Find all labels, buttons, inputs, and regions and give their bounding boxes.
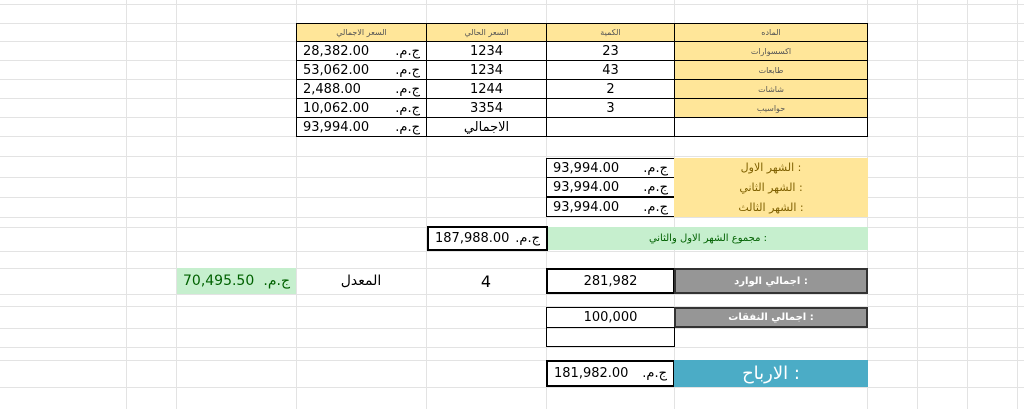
month-1-label: الشهر الاول : [740,161,802,175]
row-quantity-cell[interactable]: 3 [546,98,675,118]
currency-label: ج.م. [643,160,668,176]
profits-value: 181,982.00 [554,366,629,381]
row-material-cell[interactable]: حواسيب [674,98,868,118]
month-2-label: الشهر الثاني : [739,180,803,194]
currency-label: ج.م. [642,366,667,381]
row-material-cell[interactable]: اكسسوارات [674,41,868,61]
currency-label: ج.م. [395,62,420,78]
row-quantity-cell[interactable]: 43 [546,60,675,80]
month-1-value-cell[interactable]: 93,994.00 ج.م. [546,158,675,178]
grand-total-cell[interactable]: 93,994.00 ج.م. [296,117,427,137]
row-total-value: 2,488.00 [303,81,361,97]
months-label-block: الشهر الاول : الشهر الثاني : الشهر الثال… [674,158,868,217]
average-label: المعدل [340,273,382,289]
average-count[interactable]: 4 [480,271,492,291]
row-total-cell[interactable]: 10,062.00 ج.م. [296,98,427,118]
sum-first-second-label: مجموع الشهر الاول والثاني : [548,227,868,250]
row-total-value: 10,062.00 [303,100,370,116]
row-material-cell[interactable]: طابعات [674,60,868,80]
row-total-value: 28,382.00 [303,43,370,59]
currency-label: ج.م. [395,43,420,59]
profits-label: الارباح : [674,360,868,387]
average-value: 70,495.50 [183,273,255,289]
currency-label: ج.م. [643,179,668,195]
currency-label: ج.م. [395,119,420,135]
empty-cell[interactable] [546,327,675,347]
month-2-value-cell[interactable]: 93,994.00 ج.م. [546,177,675,197]
month-3-value: 93,994.00 [553,199,620,215]
currency-label: ج.م. [395,81,420,97]
row-total-value: 53,062.00 [303,62,370,78]
month-3-label: الشهر الثالث : [738,200,804,214]
profits-value-cell[interactable]: 181,982.00 ج.م. [546,360,675,387]
income-value-cell[interactable]: 281,982 [546,268,675,294]
empty-cell[interactable] [546,117,675,137]
currency-label: ج.م. [515,231,540,246]
expenses-value-cell[interactable]: 100,000 [546,307,675,328]
grand-total-value: 93,994.00 [303,119,370,135]
sum-first-second-value-cell[interactable]: 187,988.00 ج.م. [427,226,548,251]
row-unit-price-cell[interactable]: 1234 [426,41,547,61]
row-total-cell[interactable]: 53,062.00 ج.م. [296,60,427,80]
currency-label: ج.م. [263,273,290,289]
empty-cell[interactable] [674,117,868,137]
grand-total-label[interactable]: الاجمالي [426,117,547,137]
row-unit-price-cell[interactable]: 3354 [426,98,547,118]
average-value-cell[interactable]: 70,495.50 ج.م. [177,268,296,294]
row-unit-price-cell[interactable]: 1244 [426,79,547,99]
row-unit-price-cell[interactable]: 1234 [426,60,547,80]
row-material-cell[interactable]: شاشات [674,79,868,99]
currency-label: ج.م. [643,199,668,215]
currency-label: ج.م. [395,100,420,116]
row-total-cell[interactable]: 2,488.00 ج.م. [296,79,427,99]
month-1-value: 93,994.00 [553,160,620,176]
expenses-label: اجمالي النفقات : [674,307,868,328]
month-2-value: 93,994.00 [553,179,620,195]
row-total-cell[interactable]: 28,382.00 ج.م. [296,41,427,61]
row-quantity-cell[interactable]: 23 [546,41,675,61]
header-material: الماده [674,23,868,42]
income-label: اجمالي الوارد : [674,268,868,294]
row-quantity-cell[interactable]: 2 [546,79,675,99]
header-total-price: السعر الاجمالي [296,23,427,42]
month-3-value-cell[interactable]: 93,994.00 ج.م. [546,197,675,217]
header-quantity: الكمية [546,23,675,42]
header-unit-price: السعر الحالي [426,23,547,42]
sum-first-second-value: 187,988.00 [435,231,510,246]
